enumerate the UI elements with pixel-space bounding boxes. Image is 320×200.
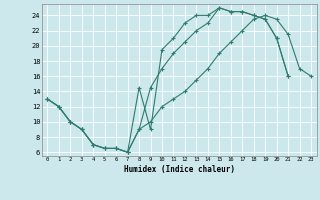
X-axis label: Humidex (Indice chaleur): Humidex (Indice chaleur) [124, 165, 235, 174]
